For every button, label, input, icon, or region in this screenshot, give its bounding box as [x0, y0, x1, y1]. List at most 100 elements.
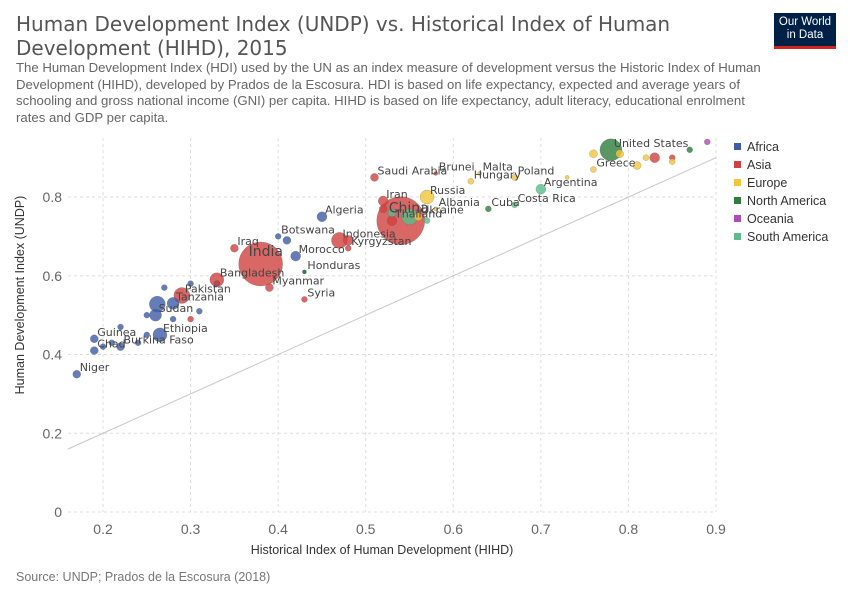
data-point	[433, 206, 439, 212]
x-tick-label: 0.4	[268, 521, 288, 537]
data-point	[238, 241, 283, 287]
data-point	[511, 201, 518, 209]
data-point	[274, 233, 282, 240]
y-tick-label: 0.2	[43, 425, 63, 441]
x-tick-label: 0.6	[444, 521, 464, 537]
data-point	[589, 149, 598, 158]
x-tick-label: 0.5	[356, 521, 376, 537]
data-point	[143, 311, 151, 319]
legend-label: Asia	[747, 158, 772, 172]
x-tick-label: 0.3	[181, 521, 201, 537]
point-label: Guinea	[97, 326, 136, 339]
y-tick-label: 0.4	[43, 347, 63, 363]
point-label: Brunei	[439, 160, 475, 173]
data-point	[173, 287, 191, 304]
data-point	[370, 173, 379, 182]
legend-item[interactable]: Oceania	[734, 210, 828, 228]
legend-label: Europe	[747, 176, 788, 190]
x-tick-label: 0.9	[706, 521, 726, 537]
point-label: Honduras	[307, 259, 360, 272]
legend: Africa Asia Europe North America Oceania Sout…	[734, 138, 828, 246]
y-tick-label: 0	[54, 504, 62, 520]
legend-item[interactable]: North America	[734, 192, 828, 210]
data-point	[615, 149, 624, 158]
point-label: Chad	[97, 338, 125, 351]
data-point	[344, 244, 352, 252]
legend-item[interactable]: Asia	[734, 156, 828, 174]
data-point	[632, 161, 642, 170]
data-point	[642, 154, 650, 161]
point-label: Thailand	[394, 208, 442, 221]
data-point	[213, 280, 221, 287]
data-point	[108, 339, 116, 346]
legend-label: Africa	[747, 140, 779, 154]
data-point	[134, 339, 142, 346]
owid-logo[interactable]: Our World in Data	[774, 13, 836, 49]
chart-title: Human Development Index (UNDP) vs. Histo…	[16, 12, 671, 60]
data-point	[116, 342, 125, 351]
x-tick-label: 0.2	[93, 521, 113, 537]
data-point	[668, 158, 676, 165]
data-point	[477, 171, 482, 176]
data-point	[564, 175, 570, 180]
data-point	[90, 334, 99, 344]
point-label: Ethiopia	[163, 322, 208, 335]
data-point	[590, 166, 597, 173]
point-label: Hungary	[474, 168, 521, 181]
x-tick-label: 0.8	[619, 521, 639, 537]
point-label: Sudan	[159, 302, 194, 315]
data-point	[414, 212, 423, 221]
data-point	[99, 343, 107, 350]
data-point	[511, 174, 518, 181]
legend-swatch	[734, 143, 741, 150]
legend-item[interactable]: Europe	[734, 174, 828, 192]
point-label: Tanzania	[175, 290, 224, 303]
x-tick-label: 0.7	[531, 521, 551, 537]
legend-item[interactable]: Africa	[734, 138, 828, 156]
legend-label: North America	[747, 194, 827, 208]
data-point	[290, 250, 301, 262]
y-tick-label: 0.6	[43, 268, 63, 284]
point-label: Bangladesh	[220, 267, 285, 280]
data-point	[152, 327, 168, 343]
point-label: Poland	[518, 164, 555, 177]
data-point	[686, 146, 693, 154]
data-point	[649, 152, 660, 163]
point-label: India	[249, 244, 283, 260]
y-tick-label: 0.8	[43, 189, 63, 205]
legend-swatch	[734, 197, 741, 204]
data-point	[535, 183, 547, 195]
source-note: Source: UNDP; Prados de la Escosura (201…	[16, 570, 271, 584]
x-axis-label: Historical Index of Human Development (H…	[251, 543, 514, 557]
legend-label: Oceania	[747, 212, 794, 226]
point-label: Morocco	[299, 243, 345, 256]
point-label: Pakistan	[185, 282, 231, 295]
point-label: Indonesia	[342, 227, 395, 240]
point-label: Argentina	[544, 176, 598, 189]
reference-line	[67, 157, 717, 450]
legend-item[interactable]: South America	[734, 228, 828, 246]
data-point	[209, 272, 225, 287]
point-label: Niger	[80, 361, 110, 374]
data-point	[166, 297, 180, 310]
point-label: Russia	[430, 184, 465, 197]
data-point	[265, 283, 274, 292]
chart-subtitle: The Human Development Index (HDI) used b…	[16, 60, 761, 125]
legend-label: South America	[747, 230, 829, 244]
logo-line-2: in Data	[786, 29, 824, 41]
data-point	[196, 307, 203, 315]
point-label: Syria	[307, 286, 335, 299]
legend-swatch	[734, 179, 741, 186]
data-point	[703, 138, 711, 146]
data-point	[433, 171, 439, 176]
point-label: Iraq	[237, 235, 258, 248]
point-label: Costa Rica	[518, 192, 576, 205]
data-point	[90, 346, 99, 355]
logo-line-1: Our World	[778, 16, 832, 28]
data-point	[423, 217, 431, 224]
point-label: China	[389, 201, 429, 217]
data-point	[387, 208, 397, 218]
data-point	[117, 323, 124, 331]
point-label: Botswana	[281, 223, 335, 236]
